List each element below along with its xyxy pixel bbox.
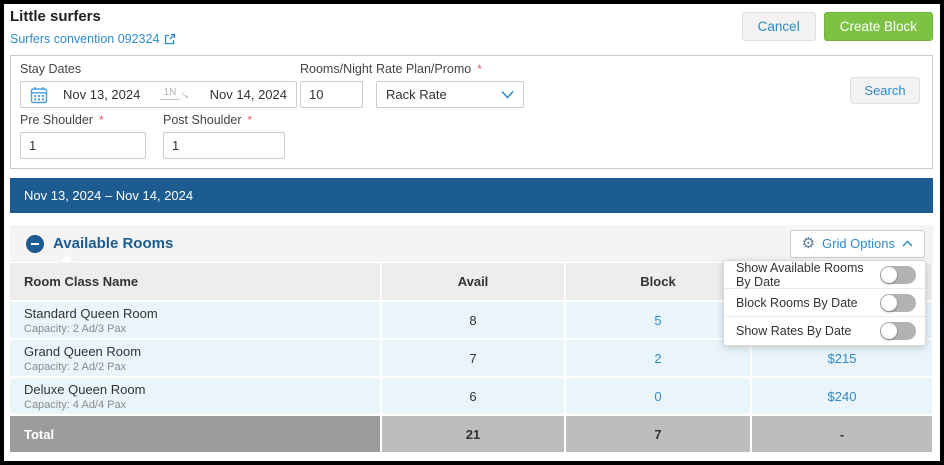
menu-item-show-available-rooms-by-date[interactable]: Show Available Rooms By Date (724, 261, 925, 289)
avail-cell: 6 (382, 378, 564, 414)
rooms-night-label: Rooms/Night (300, 62, 373, 76)
required-asterisk: * (247, 113, 253, 127)
pre-shoulder-field: Pre Shoulder * (20, 113, 146, 159)
table-row: Deluxe Queen Room Capacity: 4 Ad/4 Pax 6… (10, 378, 932, 414)
header-avail: Avail (382, 263, 564, 300)
grid-options-label: Grid Options (822, 236, 895, 251)
group-link[interactable]: Surfers convention 092324 (10, 32, 176, 46)
rooms-table: Room Class Name Avail Block Standard Que… (10, 263, 932, 454)
pre-shoulder-label: Pre Shoulder * (20, 113, 104, 127)
post-shoulder-label: Post Shoulder * (163, 113, 253, 127)
banner-date-range: Nov 13, 2024 – Nov 14, 2024 (24, 188, 194, 203)
external-link-icon (164, 33, 176, 45)
room-class-cell: Deluxe Queen Room Capacity: 4 Ad/4 Pax (10, 378, 380, 414)
stay-end-date[interactable]: Nov 14, 2024 (209, 87, 287, 102)
cancel-button[interactable]: Cancel (741, 12, 816, 41)
toggle-switch[interactable] (880, 293, 916, 312)
room-name: Standard Queen Room (24, 305, 158, 321)
rate-plan-label: Rate Plan/Promo * (376, 62, 482, 76)
group-link-label: Surfers convention 092324 (10, 32, 160, 46)
total-avail-cell: 21 (382, 416, 564, 452)
total-label-cell: Total (10, 416, 380, 452)
menu-item-label: Block Rooms By Date (736, 295, 858, 310)
pre-shoulder-input[interactable] (20, 132, 146, 159)
header-room-class: Room Class Name (10, 263, 380, 300)
menu-item-show-rates-by-date[interactable]: Show Rates By Date (724, 317, 925, 345)
toggle-knob (881, 323, 897, 339)
grid-options-menu: Show Available Rooms By Date Block Rooms… (723, 260, 926, 346)
total-block-cell: 7 (566, 416, 750, 452)
required-asterisk: * (98, 113, 104, 127)
nights-indicator: 1N (140, 87, 209, 103)
room-capacity: Capacity: 2 Ad/2 Pax (24, 360, 127, 373)
collapse-minus-icon[interactable] (26, 234, 44, 253)
table-row: Grand Queen Room Capacity: 2 Ad/2 Pax 7 … (10, 340, 932, 376)
available-rooms-title: Available Rooms (53, 235, 174, 252)
rate-cell[interactable]: $215 (752, 340, 932, 376)
date-range-banner: Nov 13, 2024 – Nov 14, 2024 (10, 178, 933, 213)
curve-arrow-icon (181, 91, 189, 99)
stay-start-date[interactable]: Nov 13, 2024 (63, 87, 141, 102)
menu-item-block-rooms-by-date[interactable]: Block Rooms By Date (724, 289, 925, 317)
search-button[interactable]: Search (850, 77, 920, 104)
topbar-left: Little surfers Surfers convention 092324 (10, 4, 176, 48)
room-class-cell: Grand Queen Room Capacity: 2 Ad/2 Pax (10, 340, 380, 376)
stay-dates-label: Stay Dates (20, 62, 82, 76)
toggle-knob (881, 266, 897, 283)
room-name: Grand Queen Room (24, 343, 142, 359)
menu-item-label: Show Available Rooms By Date (736, 260, 864, 289)
menu-item-label: Show Rates By Date (736, 324, 852, 338)
header-block: Block (566, 263, 750, 300)
topbar: Little surfers Surfers convention 092324… (10, 4, 933, 48)
room-name: Deluxe Queen Room (24, 381, 146, 397)
avail-cell: 7 (382, 340, 564, 376)
block-cell[interactable]: 2 (566, 340, 750, 376)
calendar-icon[interactable] (30, 86, 48, 104)
available-rooms-header: Available Rooms ⚙ Grid Options (10, 225, 933, 270)
grid-options-button[interactable]: ⚙ Grid Options (789, 229, 925, 258)
toggle-switch[interactable] (880, 265, 916, 284)
chevron-down-icon (501, 90, 514, 99)
table-total-row: Total 21 7 - (10, 416, 932, 452)
avail-cell: 8 (382, 302, 564, 338)
chevron-up-icon (902, 240, 913, 247)
room-capacity: Capacity: 2 Ad/3 Pax (24, 322, 127, 335)
stay-dates-input[interactable]: Nov 13, 2024 1N Nov 14, 2024 (20, 81, 297, 108)
toggle-switch[interactable] (880, 322, 916, 340)
table-row: Standard Queen Room Capacity: 2 Ad/3 Pax… (10, 302, 932, 338)
toggle-knob (881, 294, 897, 311)
required-asterisk: * (477, 62, 482, 76)
block-cell[interactable]: 5 (566, 302, 750, 338)
topbar-actions: Cancel Create Block (741, 4, 933, 48)
rate-cell[interactable]: $240 (752, 378, 932, 414)
rate-plan-select[interactable]: Rack Rate (376, 81, 524, 108)
total-rate-cell: - (752, 416, 932, 452)
table-header-row: Room Class Name Avail Block (10, 263, 932, 300)
rooms-night-input[interactable] (300, 81, 363, 108)
rate-plan-field: Rate Plan/Promo * Rack Rate (376, 62, 524, 108)
room-capacity: Capacity: 4 Ad/4 Pax (24, 398, 127, 411)
post-shoulder-field: Post Shoulder * (163, 113, 285, 159)
block-cell[interactable]: 0 (566, 378, 750, 414)
create-block-button[interactable]: Create Block (823, 12, 933, 41)
rate-plan-value: Rack Rate (386, 87, 447, 102)
nights-count: 1N (159, 87, 181, 100)
gear-icon: ⚙ (801, 235, 816, 252)
post-shoulder-input[interactable] (163, 132, 285, 159)
stay-dates-field: Stay Dates Nov 13, 2024 1N (20, 62, 297, 108)
page-title: Little surfers (10, 8, 101, 25)
rooms-night-field: Rooms/Night (300, 62, 373, 108)
room-class-cell: Standard Queen Room Capacity: 2 Ad/3 Pax (10, 302, 380, 338)
search-form: Stay Dates Nov 13, 2024 1N (10, 55, 933, 169)
